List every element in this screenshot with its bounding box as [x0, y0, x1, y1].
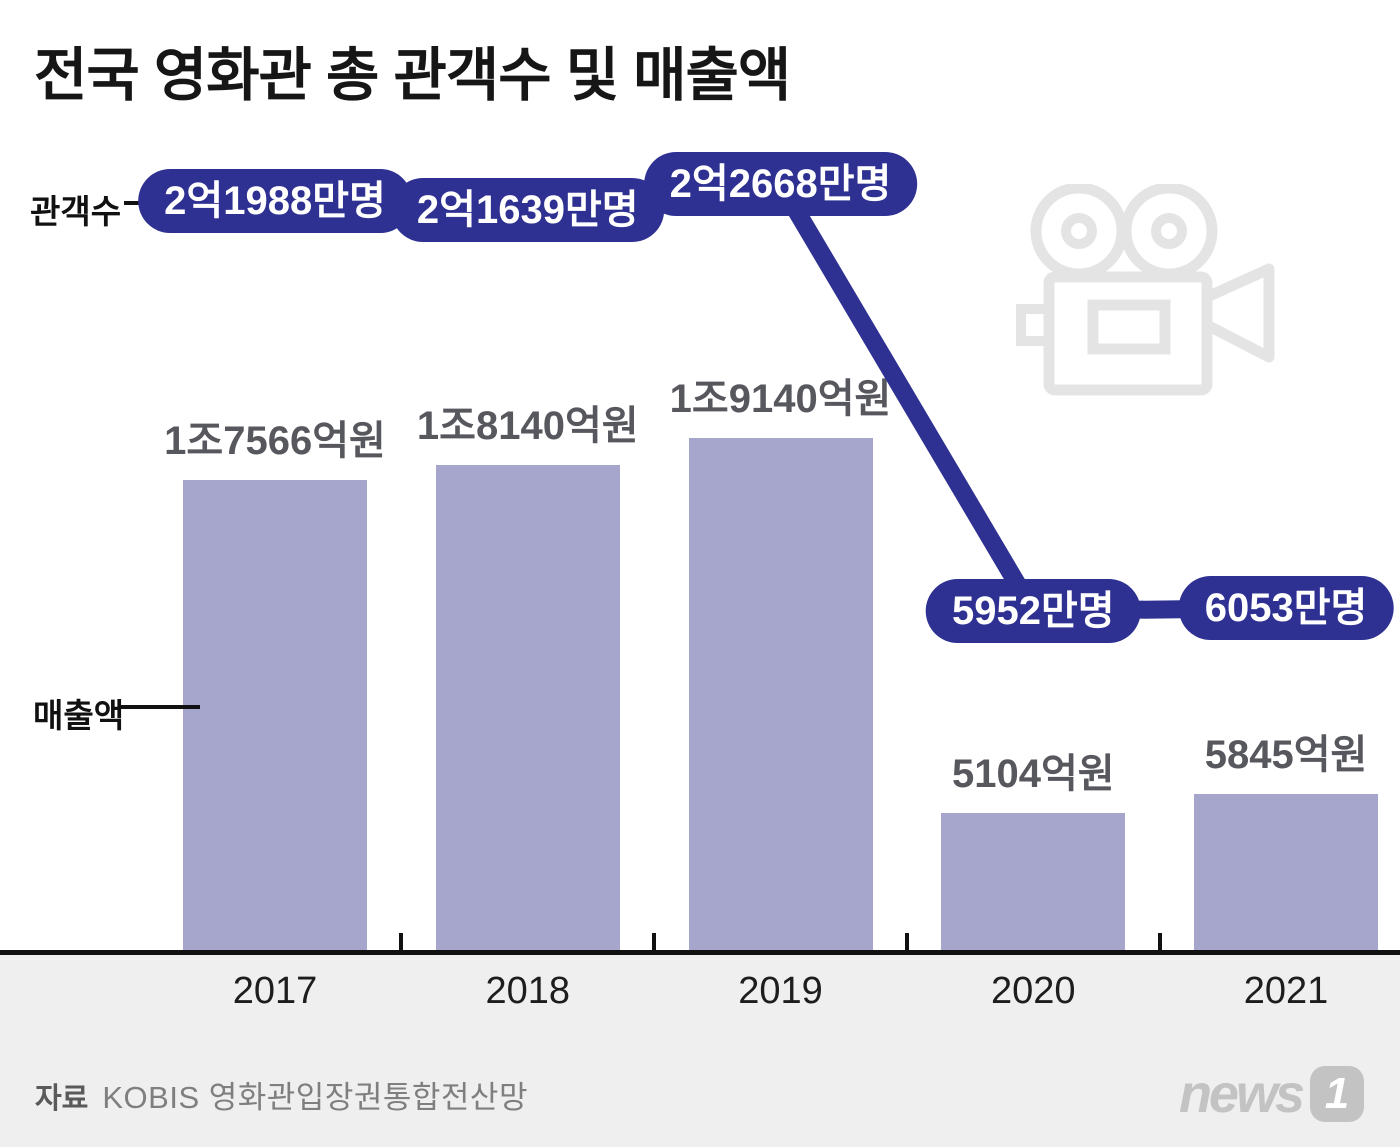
audience-pill-2019: 2억2668만명 — [643, 152, 918, 216]
revenue-series-label: 매출액 — [33, 697, 125, 734]
audience-series-label: 관객수 — [30, 193, 122, 230]
x-axis-label-2017: 2017 — [232, 970, 318, 1012]
source-row: 자료 KOBIS 영화관입장권통합전산망 — [35, 1072, 528, 1117]
x-axis-label-2021: 2021 — [1243, 970, 1329, 1012]
page-title: 전국 영화관 총 관객수 및 매출액 — [34, 43, 791, 108]
news1-logo-one: 1 — [1310, 1066, 1364, 1122]
audience-pill-2017: 2억1988만명 — [138, 169, 412, 233]
revenue-value-label-2017: 1조7566억원 — [164, 419, 386, 463]
audience-pill-2018: 2억1639만명 — [390, 178, 665, 242]
x-axis-label-2018: 2018 — [485, 970, 571, 1012]
revenue-value-label-2020: 5104억원 — [951, 752, 1115, 796]
news1-logo-word: news — [1178, 1064, 1305, 1124]
axis-tick — [1157, 933, 1162, 950]
camera-handle — [1016, 304, 1054, 346]
camera-reel-left-hub — [1061, 213, 1097, 249]
x-axis-line — [0, 950, 1400, 955]
axis-tick — [652, 933, 657, 950]
revenue-value-label-2019: 1조9140억원 — [669, 377, 892, 421]
x-axis-label-2020: 2020 — [990, 970, 1076, 1012]
source-label: 자료 — [35, 1083, 89, 1115]
revenue-value-label-2018: 1조8140억원 — [416, 404, 639, 448]
revenue-bar-2018 — [435, 465, 620, 950]
axis-tick — [399, 933, 404, 950]
revenue-label-dash — [120, 705, 200, 709]
audience-pill-2020: 5952만명 — [925, 579, 1141, 643]
camera-reel-right-hub — [1151, 213, 1187, 249]
source-text: KOBIS 영화관입장권통합전산망 — [102, 1080, 528, 1115]
axis-tick — [904, 933, 909, 950]
x-axis-band — [0, 955, 1400, 1147]
news1-logo: news 1 — [1179, 1066, 1364, 1122]
x-axis-label-2019: 2019 — [738, 970, 823, 1012]
revenue-bar-2020 — [941, 813, 1126, 950]
camera-body-window — [1087, 299, 1171, 355]
camera-lens — [1201, 263, 1275, 363]
movie-camera-icon — [1016, 184, 1275, 396]
revenue-bar-2019 — [688, 438, 873, 950]
revenue-bar-2017 — [183, 480, 367, 950]
audience-pill-2021: 6053만명 — [1178, 576, 1394, 640]
revenue-value-label-2021: 5845억원 — [1204, 733, 1368, 777]
revenue-bar-2021 — [1194, 794, 1378, 950]
